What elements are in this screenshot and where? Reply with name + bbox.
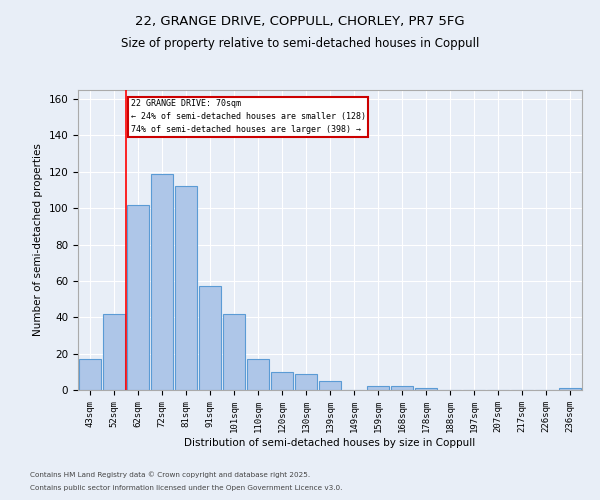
Bar (175, 186, 197, 390)
Bar (391, 386, 413, 390)
Bar (247, 359, 269, 390)
Bar (415, 388, 437, 390)
Bar (319, 381, 341, 390)
Bar (367, 386, 389, 390)
Text: Contains public sector information licensed under the Open Government Licence v3: Contains public sector information licen… (30, 485, 343, 491)
Text: Size of property relative to semi-detached houses in Coppull: Size of property relative to semi-detach… (121, 38, 479, 51)
Text: 22 GRANGE DRIVE: 70sqm
← 24% of semi-detached houses are smaller (128)
74% of se: 22 GRANGE DRIVE: 70sqm ← 24% of semi-det… (131, 99, 366, 134)
Bar (103, 314, 125, 390)
Bar (223, 314, 245, 390)
Bar (295, 374, 317, 390)
Text: 22, GRANGE DRIVE, COPPULL, CHORLEY, PR7 5FG: 22, GRANGE DRIVE, COPPULL, CHORLEY, PR7 … (135, 15, 465, 28)
Bar (79, 359, 101, 390)
Bar (127, 204, 149, 390)
Bar (151, 174, 173, 390)
Y-axis label: Number of semi-detached properties: Number of semi-detached properties (33, 144, 43, 336)
Bar (271, 372, 293, 390)
Text: Contains HM Land Registry data © Crown copyright and database right 2025.: Contains HM Land Registry data © Crown c… (30, 471, 310, 478)
X-axis label: Distribution of semi-detached houses by size in Coppull: Distribution of semi-detached houses by … (184, 438, 476, 448)
Bar (199, 286, 221, 390)
Bar (559, 388, 581, 390)
